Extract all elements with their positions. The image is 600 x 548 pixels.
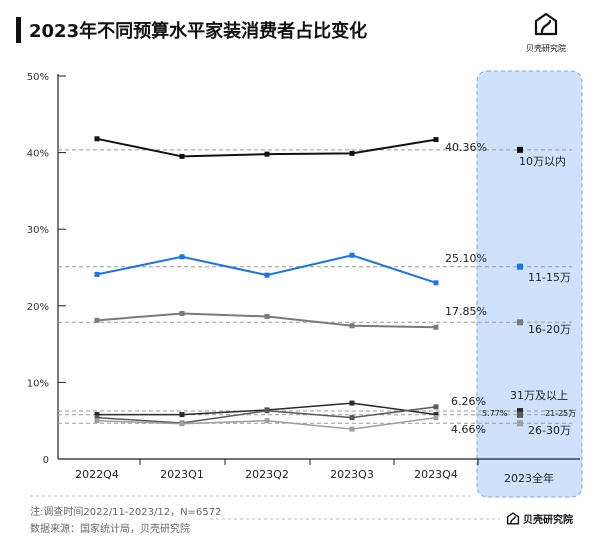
data-point [179,254,185,260]
x-tick-label: 2023Q4 [414,468,458,481]
brand-logo-small-text: 贝壳研究院 [523,515,573,526]
y-tick-label: 0 [43,455,49,466]
data-point [94,271,100,277]
y-tick-label: 20% [27,302,49,313]
brand-logo-text: 贝壳研究院 [526,44,566,53]
data-point [433,415,439,421]
brand-logo-icon [534,12,558,36]
x-tick-label-annual: 2023全年 [504,471,554,485]
title-bar: 2023年不同预算水平家装消费者占比变化 [16,16,367,44]
series-name-label: 16-20万 [528,323,571,336]
x-tick-label: 2023Q3 [330,468,374,481]
data-point [433,404,439,410]
data-point [349,400,355,406]
x-tick-label: 2023Q2 [245,468,289,481]
data-point [433,137,439,143]
series-name-label: 26-30万 [528,424,571,437]
data-point [349,323,355,329]
annual-value-label: 25.10% [445,252,487,265]
data-point [94,412,100,418]
data-point [94,317,100,323]
annual-marker [517,408,523,415]
series-name-label: 11-15万 [528,271,571,284]
brand-logo-top: 贝壳研究院 [524,12,568,54]
data-point [264,314,270,320]
data-point [179,421,185,427]
chart-title: 2023年不同预算水平家装消费者占比变化 [29,21,368,42]
y-tick-label: 30% [27,225,49,236]
data-point [349,426,355,432]
data-point [179,310,185,316]
annual-marker [517,263,523,270]
data-point [349,150,355,156]
data-point [349,415,355,421]
series-name-label: 31万及以上 [510,389,568,402]
data-point [264,408,270,414]
data-point [264,151,270,157]
annual-value-label: 17.85% [445,305,487,318]
annual-marker [517,420,523,427]
annual-value-label: 5.77% [482,409,508,418]
data-point [433,324,439,330]
annual-marker [517,319,523,326]
data-point [264,272,270,278]
annual-highlight-panel [476,70,583,498]
data-point [179,153,185,159]
series-line [96,254,437,284]
annual-value-label: 40.36% [445,141,487,154]
data-point [349,252,355,258]
data-point [179,412,185,418]
x-tick-label: 2022Q4 [75,468,119,481]
series-name-label: 10万以内 [519,154,566,168]
y-tick-label: 40% [27,149,49,160]
x-tick-label: 2023Q1 [160,468,204,481]
brand-logo-bottom: 贝壳研究院 [506,511,573,526]
data-point [264,418,270,424]
footer-source: 数据来源：国家统计局，贝壳研究院 [30,524,190,535]
y-tick-label: 10% [27,378,49,389]
brand-logo-small-icon [506,511,520,525]
data-point [433,280,439,286]
data-point [433,412,439,418]
footer-note: 注:调查时间2022/11-2023/12，N=6572 [30,507,222,518]
annual-marker [517,146,523,153]
data-point [94,418,100,424]
data-point [94,415,100,421]
annual-marker [517,411,523,418]
title-accent-bar [16,17,21,43]
series-name-label: 21-25万 [545,409,576,418]
annual-value-label: 6.26% [451,395,486,408]
y-tick-label: 50% [27,72,49,83]
data-point [94,136,100,142]
annual-value-label: 4.66% [451,423,486,436]
